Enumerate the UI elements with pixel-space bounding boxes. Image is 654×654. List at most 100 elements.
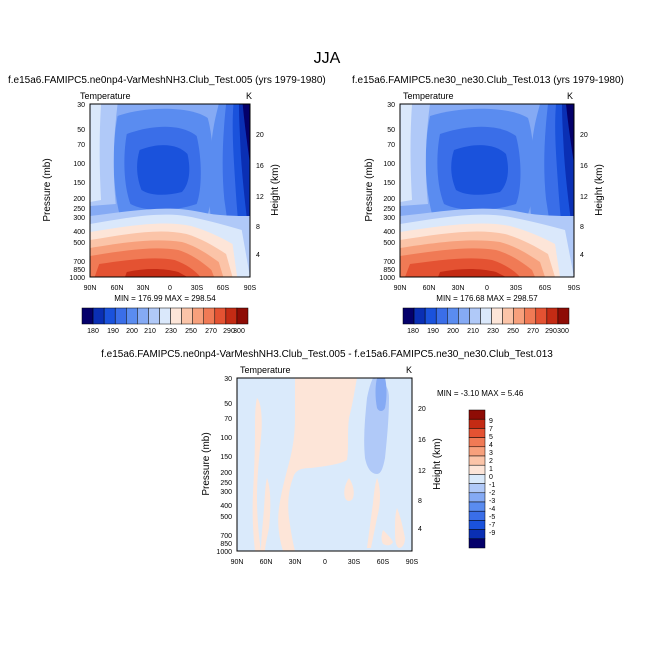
- x-tick-label: 30S: [191, 285, 204, 292]
- colorbar-swatch: [225, 307, 238, 325]
- colorbar-swatch: [236, 307, 249, 325]
- colorbar-label: -2: [489, 490, 495, 497]
- y-tick-label: 70: [77, 142, 85, 149]
- panel-a-plot-frame: [89, 103, 251, 278]
- panel-b-ylabel: Pressure (mb): [364, 158, 375, 221]
- panel-a-stats: MIN = 176.99 MAX = 298.54: [114, 294, 216, 303]
- x-tick-label: 90N: [231, 559, 244, 566]
- colorbar-swatch: [468, 501, 486, 512]
- x-tick-label: 60S: [377, 559, 390, 566]
- colorbar-label: -4: [489, 506, 495, 513]
- x-tick-label: 60N: [423, 285, 436, 292]
- panel-c-height-ticks: 20 16 12 8 4: [418, 406, 426, 533]
- panel-a-contour-field: [90, 104, 250, 277]
- y-tick-label: 700: [220, 533, 232, 540]
- height-tick-label: 12: [256, 194, 264, 201]
- x-tick-label: 30N: [452, 285, 465, 292]
- colorbar-label: 200: [126, 328, 138, 335]
- height-tick-label: 20: [256, 132, 264, 139]
- x-tick-label: 90S: [568, 285, 581, 292]
- colorbar-label: 200: [447, 328, 459, 335]
- height-tick-label: 16: [580, 163, 588, 170]
- panel-a-colorbar: [81, 307, 249, 325]
- colorbar-swatch: [181, 307, 193, 325]
- panel-b-y-ticks: 30 50 70 100 150 200 250 300 400 500 700…: [379, 102, 395, 282]
- colorbar-swatch: [468, 492, 486, 503]
- colorbar-swatch: [192, 307, 204, 325]
- y-tick-label: 400: [383, 229, 395, 236]
- panel-c-stats: MIN = -3.10 MAX = 5.46: [437, 389, 524, 398]
- colorbar-swatch: [92, 307, 105, 325]
- panel-c-colorbar-labels: 9 7 5 4 3 2 1 0 -1 -2 -3 -4 -5 -7 -9: [489, 418, 495, 537]
- height-tick-label: 8: [418, 498, 422, 505]
- colorbar-swatch: [203, 307, 216, 325]
- colorbar-swatch: [114, 307, 127, 325]
- y-tick-label: 250: [73, 206, 85, 213]
- panel-c-variable: Temperature: [240, 365, 291, 375]
- panel-model-a: f.e15a6.FAMIPC5.ne0np4-VarMeshNH3.Club_T…: [8, 75, 326, 335]
- y-tick-label: 50: [77, 127, 85, 134]
- colorbar-swatch: [468, 418, 486, 429]
- panel-b-ylabel-right: Height (km): [594, 164, 605, 216]
- y-tick-label: 500: [383, 240, 395, 247]
- panel-b-stats: MIN = 176.68 MAX = 298.57: [436, 294, 538, 303]
- colorbar-swatch: [468, 474, 486, 484]
- colorbar-label: -1: [489, 482, 495, 489]
- panel-b-height-ticks: 20 16 12 8 4: [580, 132, 588, 259]
- colorbar-label: 210: [144, 328, 156, 335]
- height-tick-label: 4: [256, 252, 260, 259]
- colorbar-swatch: [159, 307, 171, 325]
- colorbar-label: 210: [467, 328, 479, 335]
- height-tick-label: 8: [256, 224, 260, 231]
- y-tick-label: 850: [383, 267, 395, 274]
- x-tick-label: 0: [168, 285, 172, 292]
- colorbar-label: 190: [427, 328, 439, 335]
- panel-c-colorbar: [468, 409, 486, 549]
- y-tick-label: 30: [224, 376, 232, 383]
- y-tick-label: 300: [220, 489, 232, 496]
- panel-c-title: f.e15a6.FAMIPC5.ne0np4-VarMeshNH3.Club_T…: [101, 349, 553, 360]
- y-tick-label: 200: [73, 196, 85, 203]
- x-tick-label: 90S: [244, 285, 257, 292]
- colorbar-label: -3: [489, 498, 495, 505]
- height-tick-label: 16: [256, 163, 264, 170]
- y-tick-label: 250: [220, 480, 232, 487]
- x-tick-label: 30S: [348, 559, 361, 566]
- panel-b-x-ticks: 90N 60N 30N 0 30S 60S 90S: [394, 285, 581, 292]
- page-title: JJA: [314, 50, 341, 67]
- y-tick-label: 150: [383, 180, 395, 187]
- panel-a-ylabel: Pressure (mb): [42, 158, 53, 221]
- y-tick-label: 850: [220, 541, 232, 548]
- colorbar-label: 4: [489, 442, 493, 449]
- colorbar-label: -5: [489, 514, 495, 521]
- colorbar-swatch: [137, 307, 149, 325]
- colorbar-swatch: [468, 428, 486, 438]
- colorbar-label: 5: [489, 434, 493, 441]
- y-tick-label: 300: [73, 215, 85, 222]
- x-tick-label: 90S: [406, 559, 419, 566]
- colorbar-swatch: [458, 307, 470, 325]
- panel-a-colorbar-labels: 180 190 200 210 230 250 270 290 300: [87, 328, 245, 335]
- panel-b-plot-frame: [399, 103, 575, 278]
- colorbar-swatch: [103, 307, 116, 325]
- x-tick-label: 0: [485, 285, 489, 292]
- colorbar-swatch: [402, 307, 415, 325]
- height-tick-label: 8: [580, 224, 584, 231]
- colorbar-label: 300: [233, 328, 245, 335]
- y-tick-label: 30: [387, 102, 395, 109]
- colorbar-swatch: [468, 529, 486, 540]
- colorbar-swatch: [491, 307, 503, 325]
- y-tick-label: 100: [383, 161, 395, 168]
- y-tick-label: 300: [383, 215, 395, 222]
- panel-b-units: K: [567, 91, 573, 101]
- panel-b-variable: Temperature: [403, 91, 454, 101]
- colorbar-label: 230: [165, 328, 177, 335]
- colorbar-label: 190: [107, 328, 119, 335]
- colorbar-swatch: [513, 307, 525, 325]
- y-tick-label: 400: [73, 229, 85, 236]
- colorbar-swatch: [468, 409, 486, 420]
- colorbar-label: 9: [489, 418, 493, 425]
- y-tick-label: 200: [383, 196, 395, 203]
- colorbar-label: 2: [489, 458, 493, 465]
